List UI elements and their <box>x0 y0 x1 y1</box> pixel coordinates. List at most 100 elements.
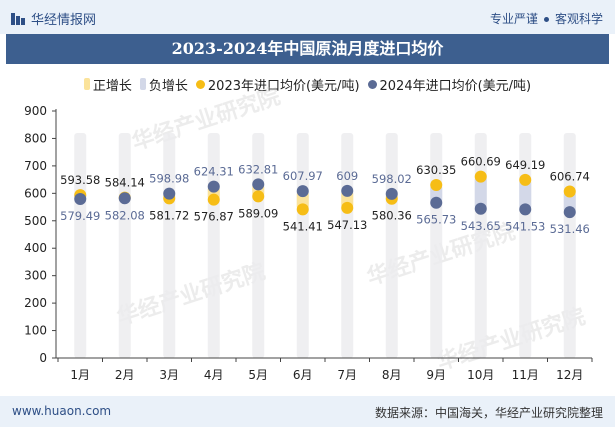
y-tick-label: 400 <box>24 241 47 255</box>
chart-title: 2023-2024年中国原油月度进口均价 <box>6 34 609 64</box>
x-tick-label: 8月 <box>382 368 402 382</box>
footer-website-link[interactable]: www.huaon.com <box>12 404 112 418</box>
legend-positive-swatch <box>83 78 90 90</box>
tagline-right: 客观科学 <box>554 12 603 26</box>
legend-positive-label: 正增长 <box>92 78 132 94</box>
legend-2023-dot <box>195 79 205 89</box>
legend-2024-dot <box>367 79 377 89</box>
label-2023: 589.09 <box>238 206 278 220</box>
growth-bar-negative[interactable] <box>519 179 532 210</box>
brand-name: 华经情报网 <box>31 13 97 28</box>
band-background <box>296 132 309 358</box>
x-tick-label: 11月 <box>512 368 539 382</box>
watermark-text: 华经产业研究院 <box>114 258 269 330</box>
point-2024[interactable] <box>252 178 265 191</box>
band-background <box>563 132 576 358</box>
label-2023: 606.74 <box>550 169 590 183</box>
legend-item-positive[interactable]: 正增长 <box>83 75 132 94</box>
legend-negative-swatch <box>139 78 146 90</box>
label-2024: 624.31 <box>194 165 234 179</box>
x-tick-label: 9月 <box>426 368 446 382</box>
point-2023[interactable] <box>252 190 265 203</box>
brand[interactable]: 华经情报网 <box>11 9 96 28</box>
label-2024: 632.81 <box>238 162 278 176</box>
x-axis: 1月 2月 3月 4月 5月 6月 7月 8月 9月 10月 11月 12月 <box>56 357 593 382</box>
label-2023: 580.36 <box>372 209 412 223</box>
point-2024[interactable] <box>519 203 532 216</box>
point-2024[interactable] <box>563 206 576 219</box>
point-2023[interactable] <box>341 201 354 214</box>
x-tick-label: 10月 <box>467 368 494 382</box>
label-2024: 598.98 <box>149 172 189 186</box>
tagline-dot-icon <box>543 17 549 22</box>
label-2023: 630.35 <box>416 163 456 177</box>
y-tick-label: 300 <box>24 269 47 283</box>
point-2024[interactable] <box>207 180 220 193</box>
y-tick-label: 0 <box>39 351 47 365</box>
y-tick-label: 800 <box>24 131 47 145</box>
label-2024: 565.73 <box>416 213 456 227</box>
tagline-left: 专业严谨 <box>489 12 538 26</box>
band-background <box>341 132 354 358</box>
point-2023[interactable] <box>474 170 487 183</box>
point-2024[interactable] <box>385 187 398 200</box>
label-2023: 584.14 <box>105 176 145 190</box>
y-tick-label: 500 <box>24 214 47 228</box>
label-2024: 609 <box>336 169 358 183</box>
band-background <box>118 132 131 358</box>
x-tick-label: 12月 <box>556 368 583 382</box>
band-background <box>74 132 87 358</box>
y-tick-label: 100 <box>24 324 47 338</box>
point-2024[interactable] <box>163 187 176 200</box>
label-2023: 576.87 <box>194 210 234 224</box>
x-tick-label: 1月 <box>70 368 90 382</box>
label-2024: 582.08 <box>105 208 145 222</box>
legend-2023-label: 2023年进口均价(美元/吨) <box>207 78 360 94</box>
label-2024: 541.53 <box>505 219 545 233</box>
label-2024: 598.02 <box>372 172 412 186</box>
y-tick-label: 200 <box>24 296 47 310</box>
x-tick-label: 5月 <box>248 368 268 382</box>
footer: www.huaon.com 数据来源：中国海关，华经产业研究院整理 <box>0 396 615 427</box>
y-axis: 0 100 200 300 400 500 600 700 800 900 <box>24 104 57 365</box>
growth-bar-negative[interactable] <box>474 176 487 209</box>
legend-2024-label: 2024年进口均价(美元/吨) <box>379 78 532 94</box>
point-2023[interactable] <box>519 173 532 186</box>
legend-item-2023[interactable]: 2023年进口均价(美元/吨) <box>195 75 360 94</box>
label-2023: 541.41 <box>283 219 323 233</box>
y-tick-label: 600 <box>24 186 47 200</box>
legend-item-2024[interactable]: 2024年进口均价(美元/吨) <box>367 75 532 94</box>
point-2024[interactable] <box>474 202 487 215</box>
point-2024[interactable] <box>430 196 443 209</box>
point-2024[interactable] <box>341 184 354 197</box>
point-2023[interactable] <box>296 203 309 216</box>
tagline: 专业严谨 客观科学 <box>490 10 603 27</box>
chart-legend: 正增长 负增长 2023年进口均价(美元/吨) 2024年进口均价(美元/吨) <box>0 74 615 94</box>
brand-logo-icon <box>11 12 25 25</box>
label-2024: 543.65 <box>461 219 501 233</box>
point-2024[interactable] <box>118 192 131 205</box>
y-tick-label: 900 <box>24 104 47 118</box>
point-2023[interactable] <box>207 193 220 206</box>
label-2024: 579.49 <box>60 209 100 223</box>
legend-item-negative[interactable]: 负增长 <box>139 75 188 94</box>
label-2024: 607.97 <box>283 169 323 183</box>
y-tick-label: 700 <box>24 159 47 173</box>
label-2023: 660.69 <box>461 155 501 169</box>
band-background <box>385 132 398 358</box>
footer-source: 数据来源：中国海关，华经产业研究院整理 <box>374 406 603 420</box>
label-2023: 547.13 <box>327 218 367 232</box>
point-2023[interactable] <box>563 185 576 198</box>
x-tick-label: 7月 <box>337 368 357 382</box>
point-2024[interactable] <box>296 185 309 198</box>
data-points <box>74 170 576 219</box>
point-2024[interactable] <box>74 192 87 205</box>
point-2023[interactable] <box>430 179 443 192</box>
label-2023: 581.72 <box>149 208 189 222</box>
x-tick-label: 6月 <box>293 368 313 382</box>
label-2023: 649.19 <box>505 158 545 172</box>
x-tick-label: 3月 <box>159 368 179 382</box>
label-2023: 593.58 <box>60 173 100 187</box>
top-bar: 华经情报网 专业严谨 客观科学 <box>0 0 615 34</box>
